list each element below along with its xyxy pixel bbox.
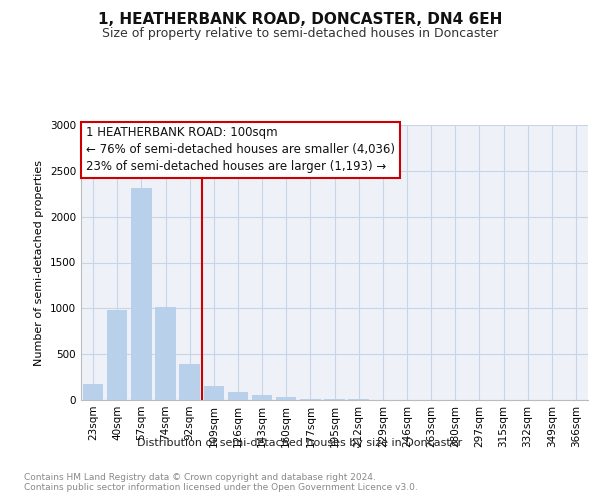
Bar: [252, 396, 272, 400]
Bar: [324, 399, 345, 400]
Bar: [179, 364, 200, 400]
Y-axis label: Number of semi-detached properties: Number of semi-detached properties: [34, 160, 44, 366]
Text: Distribution of semi-detached houses by size in Doncaster: Distribution of semi-detached houses by …: [137, 438, 463, 448]
Bar: [131, 188, 152, 400]
Bar: [276, 397, 296, 400]
Text: 1 HEATHERBANK ROAD: 100sqm
← 76% of semi-detached houses are smaller (4,036)
23%: 1 HEATHERBANK ROAD: 100sqm ← 76% of semi…: [86, 126, 395, 174]
Bar: [155, 306, 176, 400]
Bar: [107, 310, 127, 400]
Text: Size of property relative to semi-detached houses in Doncaster: Size of property relative to semi-detach…: [102, 28, 498, 40]
Text: Contains HM Land Registry data © Crown copyright and database right 2024.
Contai: Contains HM Land Registry data © Crown c…: [24, 472, 418, 492]
Text: 1, HEATHERBANK ROAD, DONCASTER, DN4 6EH: 1, HEATHERBANK ROAD, DONCASTER, DN4 6EH: [98, 12, 502, 28]
Bar: [227, 392, 248, 400]
Bar: [83, 384, 103, 400]
Bar: [203, 386, 224, 400]
Bar: [300, 398, 320, 400]
